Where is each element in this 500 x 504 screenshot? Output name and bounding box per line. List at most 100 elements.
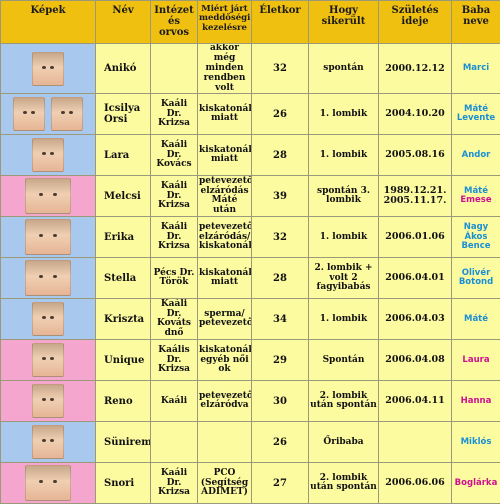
birth-date-cell: 2004.10.20 [379, 94, 452, 135]
header-photos: Képek [1, 1, 96, 44]
how-cell: 2. lombik után spontán [309, 381, 379, 422]
baby-photo-cell [1, 463, 96, 504]
baby-name: Bence [453, 242, 499, 251]
header-institute: Intézet és orvos [151, 1, 198, 44]
baby-photo [32, 52, 64, 86]
age-cell: 32 [252, 44, 309, 94]
name-cell: Icsilya Orsi [96, 94, 151, 135]
name-cell: Anikó [96, 44, 151, 94]
header-reason: Miért járt meddőségi kezelésre [198, 1, 252, 44]
institute-cell: Kaális Dr. Krizsa [151, 340, 198, 381]
age-cell: 30 [252, 381, 309, 422]
how-cell: 2. lombik után spontán [309, 463, 379, 504]
age-cell: 34 [252, 299, 309, 340]
age-cell: 26 [252, 422, 309, 463]
birth-date-cell: 2006.04.01 [379, 258, 452, 299]
age-cell: 29 [252, 340, 309, 381]
baby-name: Levente [453, 114, 499, 123]
reason-cell: petevezetők elzáródva [198, 381, 252, 422]
baby-photo-cell [1, 422, 96, 463]
age-cell: 28 [252, 135, 309, 176]
birth-date-cell: 2006.06.06 [379, 463, 452, 504]
header-birth: Születés ideje [379, 1, 452, 44]
baby-name: Hanna [453, 397, 499, 406]
reason-cell: kiskatonák egyéb női ok [198, 340, 252, 381]
baby-photo-cell [1, 340, 96, 381]
institute-cell: Kaáli Dr. Kovács [151, 135, 198, 176]
age-cell: 27 [252, 463, 309, 504]
header-name: Név [96, 1, 151, 44]
reason-cell: kiskatonák miatt [198, 258, 252, 299]
baby-photo-cell [1, 381, 96, 422]
baby-photo-cell [1, 44, 96, 94]
baby-name: Botond [453, 278, 499, 287]
institute-cell [151, 44, 198, 94]
birth-date-cell [379, 422, 452, 463]
baby-name: Emese [453, 196, 499, 205]
baby-name: Andor [453, 151, 499, 160]
institute-cell: Kaáli [151, 381, 198, 422]
birth-date-cell: 2006.04.03 [379, 299, 452, 340]
header-row: Képek Név Intézet és orvos Miért járt me… [1, 1, 500, 44]
baby-name-cell: Marci [452, 44, 500, 94]
how-cell: 1. lombik [309, 299, 379, 340]
reason-cell: petevezető elzáródás Máté után [198, 176, 252, 217]
reason-cell: sperma/ petevezető [198, 299, 252, 340]
how-cell: spontán 3. lombik [309, 176, 379, 217]
age-cell: 39 [252, 176, 309, 217]
baby-photo [32, 384, 64, 418]
age-cell: 28 [252, 258, 309, 299]
baby-photo-cell [1, 258, 96, 299]
name-cell: Unique [96, 340, 151, 381]
reason-cell: kiskatonák miatt [198, 94, 252, 135]
baby-photo-cell [1, 299, 96, 340]
baby-name: Marci [453, 64, 499, 73]
baby-photo-cell [1, 94, 96, 135]
name-cell: Snori [96, 463, 151, 504]
baby-photo [25, 465, 71, 501]
baby-photo [32, 302, 64, 336]
baby-name-cell: Laura [452, 340, 500, 381]
name-cell: Lara [96, 135, 151, 176]
baby-photo [32, 138, 64, 172]
reason-cell: kiskatonák miatt [198, 135, 252, 176]
age-cell: 26 [252, 94, 309, 135]
reason-cell: PCO (Segítség ADIMET) [198, 463, 252, 504]
baby-name-cell: Andor [452, 135, 500, 176]
name-cell: Reno [96, 381, 151, 422]
baby-photo [13, 97, 45, 131]
header-how: Hogy sikerült [309, 1, 379, 44]
baby-name: Boglárka [453, 479, 499, 488]
reason-cell: petevezető elzáródás/ kiskatonák [198, 217, 252, 258]
baby-name-cell: Máté [452, 299, 500, 340]
baby-photo [25, 219, 71, 255]
baby-photo [25, 260, 71, 296]
baby-photo [32, 425, 64, 459]
birth-date-cell: 2006.01.06 [379, 217, 452, 258]
how-cell: Őribaba [309, 422, 379, 463]
baby-photo [51, 97, 83, 131]
baby-name: Miklós [453, 438, 499, 447]
reason-cell [198, 422, 252, 463]
birth-date-cell: 2005.08.16 [379, 135, 452, 176]
birth-date-cell: 2006.04.11 [379, 381, 452, 422]
how-cell: 1. lombik [309, 135, 379, 176]
age-cell: 32 [252, 217, 309, 258]
birth-date-cell: 1989.12.21. 2005.11.17. [379, 176, 452, 217]
baby-photo-cell [1, 176, 96, 217]
name-cell: Stella [96, 258, 151, 299]
how-cell: 2. lombik + volt 2 fagyibabás [309, 258, 379, 299]
